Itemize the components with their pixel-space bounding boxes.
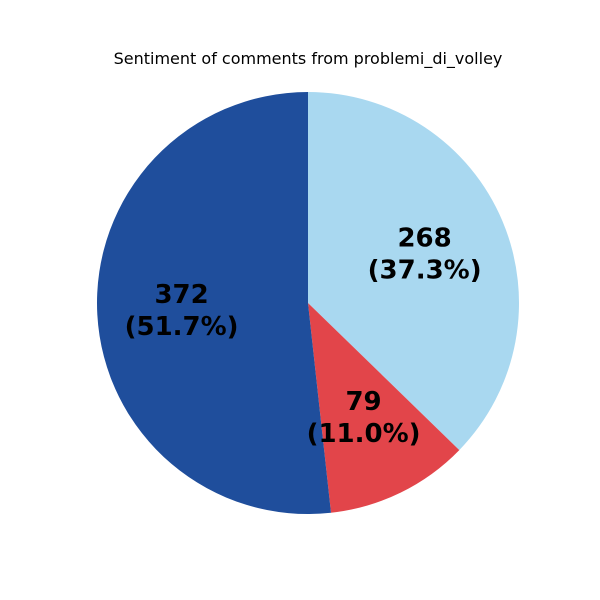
pie-slice	[308, 303, 460, 513]
pie-slices	[96, 92, 520, 514]
slice-percent-label: (51.7%)	[125, 312, 239, 342]
chart-title: Sentiment of comments from problemi_di_v…	[114, 49, 503, 69]
slice-value-label: 372	[154, 280, 208, 310]
slice-value-label: 268	[397, 224, 451, 254]
slice-value-label: 79	[345, 387, 381, 417]
slice-percent-label: (37.3%)	[368, 256, 482, 286]
pie-slice	[96, 92, 332, 514]
pie-labels: 268(37.3%) 79(11.0%) 372(51.7%)	[125, 224, 482, 449]
pie-slice	[308, 92, 520, 451]
slice-percent-label: (11.0%)	[307, 419, 421, 449]
